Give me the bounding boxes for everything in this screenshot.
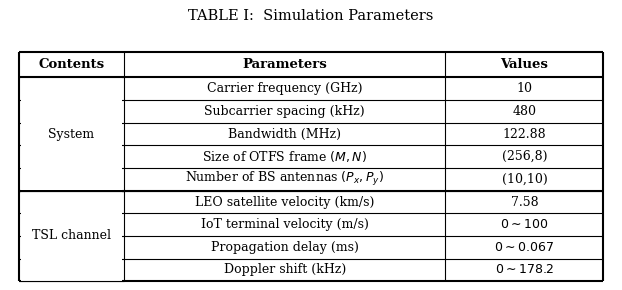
Text: IoT terminal velocity (m/s): IoT terminal velocity (m/s) (201, 218, 369, 231)
Text: 480: 480 (513, 105, 536, 118)
Text: Propagation delay (ms): Propagation delay (ms) (211, 241, 359, 254)
Text: 122.88: 122.88 (503, 128, 546, 141)
Text: LEO satellite velocity (km/s): LEO satellite velocity (km/s) (195, 195, 374, 209)
Text: $0 \sim 178.2$: $0 \sim 178.2$ (495, 264, 554, 276)
Text: Doppler shift (kHz): Doppler shift (kHz) (223, 264, 346, 276)
Text: Number of BS antennas $(P_x,P_y)$: Number of BS antennas $(P_x,P_y)$ (185, 170, 384, 188)
Text: TSL channel: TSL channel (32, 229, 111, 242)
Text: Subcarrier spacing (kHz): Subcarrier spacing (kHz) (205, 105, 365, 118)
Text: Parameters: Parameters (243, 58, 327, 71)
Text: Values: Values (501, 58, 549, 71)
Text: Carrier frequency (GHz): Carrier frequency (GHz) (207, 82, 363, 95)
Text: $0 \sim 100$: $0 \sim 100$ (500, 218, 549, 231)
Text: (256,8): (256,8) (502, 150, 547, 163)
Bar (19, 52, 603, 281)
Text: $0 \sim 0.067$: $0 \sim 0.067$ (494, 241, 554, 254)
Text: TABLE I:  Simulation Parameters: TABLE I: Simulation Parameters (188, 9, 434, 23)
Text: System: System (49, 128, 95, 141)
Text: Contents: Contents (38, 58, 104, 71)
Text: 10: 10 (516, 82, 532, 95)
Bar (21, 191, 122, 281)
Text: Bandwidth (MHz): Bandwidth (MHz) (228, 128, 341, 141)
Text: (10,10): (10,10) (501, 173, 547, 186)
Bar (21, 78, 122, 190)
Text: 7.58: 7.58 (511, 195, 538, 209)
Text: Size of OTFS frame $(M,N)$: Size of OTFS frame $(M,N)$ (202, 149, 367, 164)
